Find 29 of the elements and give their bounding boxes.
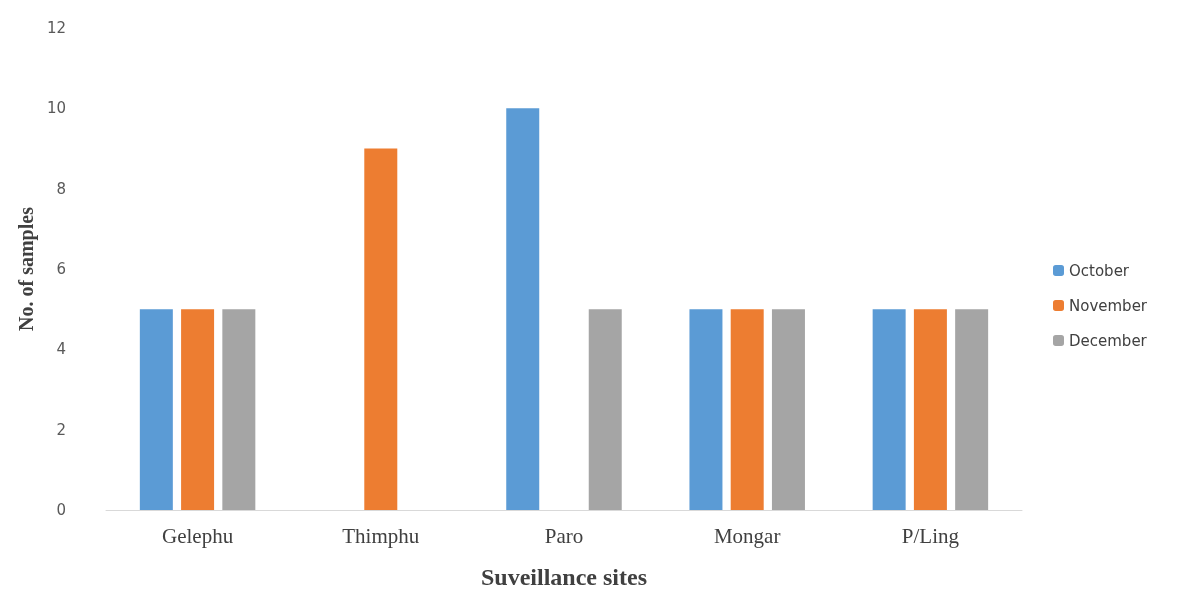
bar <box>364 148 398 510</box>
y-tick-label: 6 <box>56 260 66 278</box>
bar <box>506 108 540 510</box>
bar <box>771 309 805 510</box>
bar <box>955 309 989 510</box>
y-tick-label: 0 <box>56 501 66 519</box>
y-tick-label: 4 <box>56 340 66 359</box>
y-tick-label: 12 <box>46 19 66 37</box>
bar <box>913 309 947 510</box>
legend-label: December <box>1069 331 1148 350</box>
y-tick-label: 2 <box>56 420 66 439</box>
x-tick-label: Gelephu <box>162 523 234 548</box>
y-tick-label: 10 <box>46 99 66 118</box>
y-axis-title: No. of samples <box>15 206 38 331</box>
x-tick-label: P/Ling <box>901 523 960 548</box>
bar <box>872 309 906 510</box>
bar <box>181 309 215 510</box>
y-tick-label: 8 <box>56 179 66 198</box>
legend-label: November <box>1069 296 1148 315</box>
x-tick-label: Mongar <box>713 523 781 548</box>
bar <box>730 309 764 510</box>
x-tick-label: Thimphu <box>342 523 420 548</box>
bar <box>139 309 173 510</box>
x-tick-label: Paro <box>544 523 584 548</box>
bar <box>588 309 622 510</box>
bar <box>222 309 256 510</box>
bar <box>689 309 723 510</box>
x-axis-title: Suveillance sites <box>480 564 647 590</box>
legend-label: October <box>1069 261 1130 280</box>
